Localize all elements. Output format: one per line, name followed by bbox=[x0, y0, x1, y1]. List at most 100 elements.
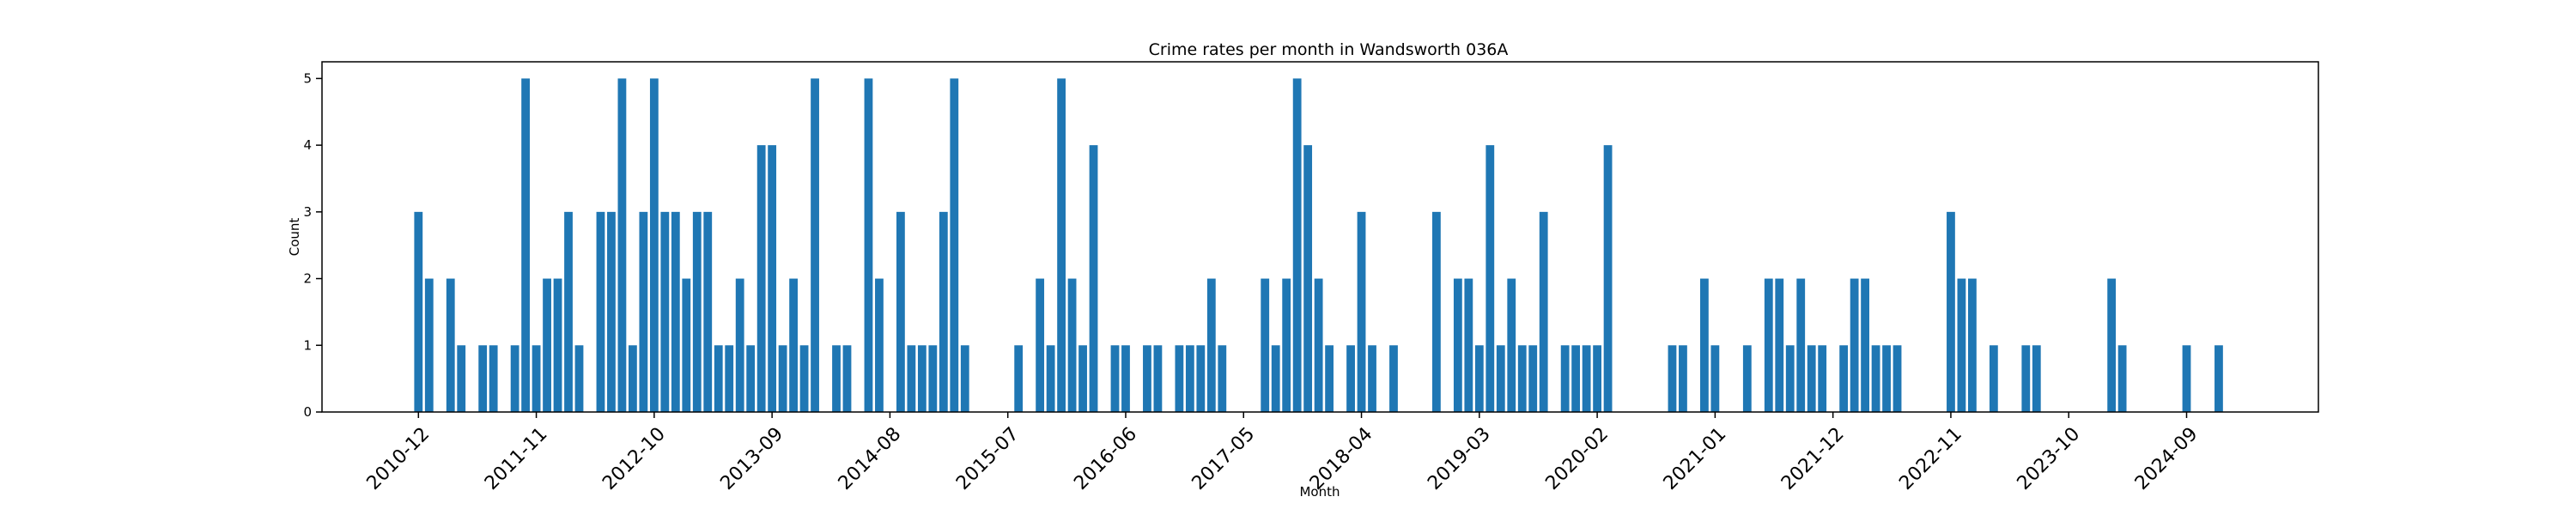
bar-2023-03 bbox=[1989, 345, 1998, 412]
bar-2019-02 bbox=[1464, 278, 1473, 412]
bar-2010-12 bbox=[414, 211, 423, 412]
bar-2018-01 bbox=[1325, 345, 1334, 412]
x-tick-label: 2016-06 bbox=[1070, 423, 1141, 494]
bar-2014-01 bbox=[811, 78, 819, 413]
bar-2016-05 bbox=[1110, 345, 1120, 412]
bar-2012-08 bbox=[629, 345, 637, 412]
bar-2024-03 bbox=[2117, 345, 2127, 412]
bar-2016-08 bbox=[1143, 345, 1151, 412]
bar-2019-11 bbox=[1560, 345, 1570, 412]
bar-2021-08 bbox=[1785, 345, 1795, 412]
bar-2011-07 bbox=[489, 345, 498, 412]
bar-2018-03 bbox=[1346, 345, 1355, 412]
bar-2012-03 bbox=[574, 345, 584, 412]
bar-2022-01 bbox=[1839, 345, 1849, 412]
bar-2013-02 bbox=[692, 211, 702, 412]
bar-2021-07 bbox=[1775, 278, 1784, 412]
y-tick-label: 2 bbox=[303, 271, 312, 287]
bar-2017-09 bbox=[1282, 278, 1291, 412]
bar-2011-04 bbox=[457, 345, 466, 412]
y-tick-label: 1 bbox=[303, 337, 312, 353]
bar-2011-12 bbox=[543, 278, 551, 412]
bar-2014-12 bbox=[928, 345, 938, 412]
bar-2012-02 bbox=[564, 211, 573, 412]
bar-2016-03 bbox=[1089, 145, 1098, 412]
x-tick-label: 2015-07 bbox=[952, 423, 1024, 494]
bar-2017-08 bbox=[1271, 345, 1280, 412]
bar-2013-03 bbox=[703, 211, 713, 412]
bar-2016-12 bbox=[1185, 345, 1194, 412]
bar-2011-10 bbox=[521, 78, 530, 413]
plot-frame bbox=[321, 61, 2319, 413]
bar-2021-11 bbox=[1818, 345, 1827, 412]
y-axis: 0 1 2 3 4 5 bbox=[303, 70, 322, 420]
bar-2017-07 bbox=[1261, 278, 1270, 412]
bar-2016-02 bbox=[1078, 345, 1087, 412]
bar-2013-10 bbox=[778, 345, 787, 412]
bar-2016-06 bbox=[1121, 345, 1130, 412]
bar-2021-10 bbox=[1807, 345, 1816, 412]
bar-2019-04 bbox=[1485, 145, 1495, 412]
bar-2013-05 bbox=[725, 345, 734, 412]
bar-2015-10 bbox=[1036, 278, 1045, 412]
bar-2022-04 bbox=[1871, 345, 1880, 412]
bar-2013-06 bbox=[735, 278, 744, 412]
bar-2015-03 bbox=[960, 345, 969, 412]
bar-2016-09 bbox=[1153, 345, 1163, 412]
bar-2022-06 bbox=[1893, 345, 1902, 412]
bar-2020-09 bbox=[1668, 345, 1677, 412]
bar-2019-01 bbox=[1453, 278, 1462, 412]
x-tick-label: 2012-10 bbox=[598, 423, 670, 494]
bar-2015-08 bbox=[1014, 345, 1024, 412]
bar-2023-01 bbox=[1968, 278, 1977, 412]
bar-2019-06 bbox=[1507, 278, 1516, 412]
bar-2014-11 bbox=[917, 345, 927, 412]
bar-2011-11 bbox=[532, 345, 541, 412]
x-tick-label: 2020-02 bbox=[1541, 423, 1613, 494]
bar-2020-10 bbox=[1679, 345, 1687, 412]
bar-2019-07 bbox=[1517, 345, 1527, 412]
bar-2020-03 bbox=[1603, 145, 1613, 412]
bar-2016-11 bbox=[1175, 345, 1184, 412]
x-axis: 2010-12 2011-11 2012-10 2013-09 2014-08 2015-… bbox=[363, 412, 2202, 494]
bar-2015-11 bbox=[1046, 345, 1055, 412]
bar-2017-01 bbox=[1196, 345, 1206, 412]
x-tick-label: 2024-09 bbox=[2131, 423, 2202, 494]
bar-2012-09 bbox=[639, 211, 648, 412]
bar-2011-03 bbox=[446, 278, 455, 412]
bar-2017-12 bbox=[1314, 278, 1323, 412]
bar-2021-09 bbox=[1796, 278, 1806, 412]
chart-title: Crime rates per month in Wandsworth 036A bbox=[1149, 40, 1509, 59]
bar-2019-09 bbox=[1539, 211, 1548, 412]
bar-2016-01 bbox=[1067, 278, 1077, 412]
y-tick-label: 5 bbox=[303, 70, 312, 86]
bar-2021-01 bbox=[1710, 345, 1720, 412]
bar-2024-02 bbox=[2107, 278, 2117, 412]
bar-2019-08 bbox=[1528, 345, 1538, 412]
bar-2015-12 bbox=[1057, 78, 1066, 413]
bar-2015-01 bbox=[939, 211, 948, 412]
bar-2017-11 bbox=[1303, 145, 1313, 412]
bar-2012-06 bbox=[607, 211, 616, 412]
bar-2014-10 bbox=[907, 345, 916, 412]
y-axis-label: Count bbox=[287, 218, 302, 257]
x-tick-label: 2019-03 bbox=[1424, 423, 1495, 494]
y-tick-label: 4 bbox=[303, 137, 312, 153]
bar-2023-07 bbox=[2032, 345, 2041, 412]
bar-2013-08 bbox=[756, 145, 766, 412]
bar-2020-01 bbox=[1582, 345, 1591, 412]
bar-2022-03 bbox=[1861, 278, 1869, 412]
bar-2011-09 bbox=[510, 345, 519, 412]
bar-2013-07 bbox=[746, 345, 756, 412]
x-axis-label: Month bbox=[1299, 484, 1340, 500]
bar-2014-03 bbox=[832, 345, 841, 412]
x-tick-label: 2014-08 bbox=[835, 423, 906, 494]
bar-2013-11 bbox=[789, 278, 798, 412]
bar-2019-12 bbox=[1571, 345, 1581, 412]
bar-2022-12 bbox=[1957, 278, 1966, 412]
bar-2013-04 bbox=[714, 345, 723, 412]
bar-2022-11 bbox=[1947, 211, 1955, 412]
bar-2013-12 bbox=[799, 345, 809, 412]
bar-2012-01 bbox=[553, 278, 562, 412]
